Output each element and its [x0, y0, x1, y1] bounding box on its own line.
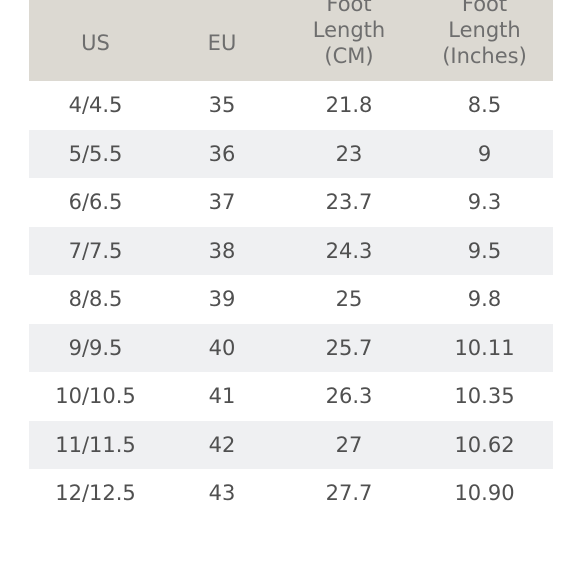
cell-inches: 10.90 [454, 481, 515, 506]
cell-cm: 23 [335, 141, 363, 166]
cell-eu: 38 [208, 238, 236, 263]
cell-us: 11/11.5 [55, 432, 136, 457]
cell-inches: 9.8 [467, 287, 502, 312]
cell-inches: 10.62 [454, 432, 515, 457]
table-row: 6/6.5 37 23.7 9.3 [29, 178, 553, 227]
header-foot-length-inches: Foot Length (Inches) [416, 0, 553, 81]
cell-eu: 39 [208, 287, 236, 312]
cell-inches: 9 [477, 141, 492, 166]
header-eu: EU [162, 0, 282, 81]
cell-us: 10/10.5 [55, 384, 136, 409]
table-row: 10/10.5 41 26.3 10.35 [29, 372, 553, 421]
header-us-label: US [81, 30, 110, 55]
cell-eu: 37 [208, 190, 236, 215]
table-row: 4/4.5 35 21.8 8.5 [29, 81, 553, 130]
cell-eu: 36 [208, 141, 236, 166]
table-row: 9/9.5 40 25.7 10.11 [29, 323, 553, 372]
cell-us: 5/5.5 [68, 141, 123, 166]
table-row: 5/5.5 36 23 9 [29, 129, 553, 178]
cell-cm: 27 [335, 432, 363, 457]
table-row: 8/8.5 39 25 9.8 [29, 275, 553, 324]
cell-us: 6/6.5 [68, 190, 123, 215]
header-inches-line-1: Foot [461, 0, 508, 16]
header-cm-line-3: (CM) [324, 43, 374, 68]
table-row: 11/11.5 42 27 10.62 [29, 420, 553, 469]
header-foot-length-cm: Foot Length (CM) [282, 0, 416, 81]
cell-eu: 41 [208, 384, 236, 409]
header-cm-line-2: Length [312, 17, 386, 42]
table-body: 4/4.5 35 21.8 8.5 5/5.5 36 23 9 6/6.5 37… [29, 81, 553, 518]
table-row: 12/12.5 43 27.7 10.90 [29, 469, 553, 518]
cell-us: 7/7.5 [68, 238, 123, 263]
table-row: 7/7.5 38 24.3 9.5 [29, 226, 553, 275]
cell-eu: 43 [208, 481, 236, 506]
cell-cm: 26.3 [325, 384, 373, 409]
cell-eu: 40 [208, 335, 236, 360]
cell-us: 4/4.5 [68, 93, 123, 118]
cell-us: 9/9.5 [68, 335, 123, 360]
size-chart-table: US EU Foot Length (CM) Foot Length (Inch… [29, 0, 553, 518]
header-cm-line-1: Foot [326, 0, 372, 16]
header-inches-line-2: Length [448, 17, 521, 42]
header-eu-label: EU [207, 30, 237, 55]
cell-us: 8/8.5 [68, 287, 123, 312]
cell-eu: 42 [208, 432, 236, 457]
cell-cm: 21.8 [325, 93, 373, 118]
cell-cm: 27.7 [325, 481, 373, 506]
cell-cm: 23.7 [325, 190, 373, 215]
table-header: US EU Foot Length (CM) Foot Length (Inch… [29, 0, 553, 81]
cell-us: 12/12.5 [55, 481, 136, 506]
cell-cm: 25 [335, 287, 363, 312]
cell-inches: 9.3 [467, 190, 502, 215]
cell-inches: 10.35 [454, 384, 515, 409]
header-inches-line-3: (Inches) [442, 43, 527, 68]
cell-inches: 9.5 [467, 238, 502, 263]
cell-eu: 35 [208, 93, 236, 118]
cell-cm: 24.3 [325, 238, 373, 263]
cell-cm: 25.7 [325, 335, 373, 360]
cell-inches: 10.11 [454, 335, 515, 360]
cell-inches: 8.5 [467, 93, 502, 118]
header-us: US [29, 0, 162, 81]
header-row: US EU Foot Length (CM) Foot Length (Inch… [29, 0, 553, 81]
